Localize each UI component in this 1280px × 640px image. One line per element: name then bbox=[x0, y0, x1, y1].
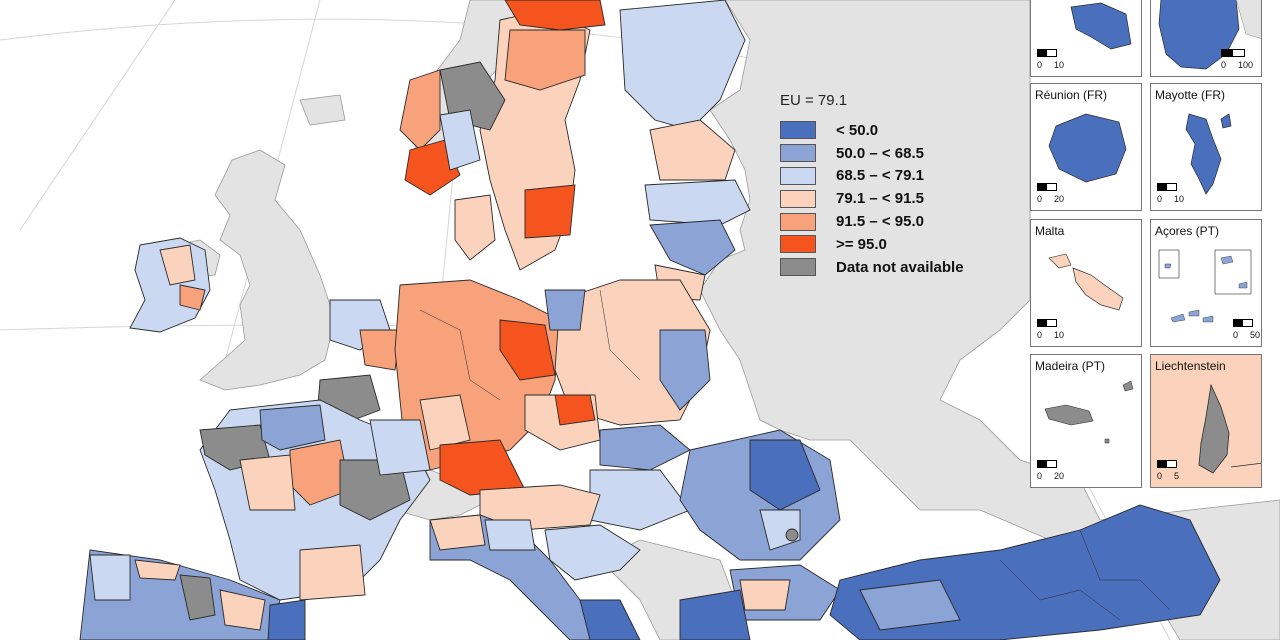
inset-malta: Malta 0 10 bbox=[1030, 219, 1142, 347]
scale-bar: 0 50 bbox=[1233, 319, 1260, 340]
legend-item: 79.1 – < 91.5 bbox=[780, 187, 964, 210]
legend-item: >= 95.0 bbox=[780, 233, 964, 256]
legend-label: >= 95.0 bbox=[836, 235, 887, 253]
legend-label: 50.0 – < 68.5 bbox=[836, 144, 924, 162]
reunion-shape bbox=[1048, 113, 1127, 183]
inset-mayotte: Mayotte (FR) 0 10 bbox=[1150, 83, 1262, 211]
mayotte-shape bbox=[1185, 113, 1232, 195]
legend-swatch bbox=[780, 212, 816, 231]
scale-bar: 0 10 bbox=[1037, 319, 1064, 340]
eu-regions bbox=[79, 0, 1221, 640]
legend-title: EU = 79.1 bbox=[780, 92, 848, 109]
legend-swatch bbox=[780, 144, 816, 163]
inset-guadeloupe: 0 10 bbox=[1030, 0, 1142, 77]
liechtenstein-shape bbox=[1198, 383, 1261, 474]
legend-item: < 50.0 bbox=[780, 119, 964, 142]
legend-swatch bbox=[780, 189, 816, 208]
legend-swatch bbox=[780, 166, 816, 185]
scale-bar: 0 10 bbox=[1037, 49, 1064, 70]
legend-label: 91.5 – < 95.0 bbox=[836, 213, 924, 231]
legend-label: Data not available bbox=[836, 258, 964, 276]
acores-shape bbox=[1158, 249, 1252, 323]
malta-shape bbox=[1048, 253, 1124, 311]
legend-swatch bbox=[780, 235, 816, 254]
legend-item: 68.5 – < 79.1 bbox=[780, 165, 964, 188]
legend-label: < 50.0 bbox=[836, 121, 879, 139]
inset-madeira: Madeira (PT) 0 20 bbox=[1030, 354, 1142, 488]
scale-bar: 0 20 bbox=[1037, 460, 1064, 481]
madeira-shape bbox=[1044, 380, 1134, 444]
inset-title: Madeira (PT) bbox=[1035, 359, 1106, 373]
legend-label: 79.1 – < 91.5 bbox=[836, 190, 924, 208]
guadeloupe-shape bbox=[1070, 2, 1132, 50]
inset-guyane: 0 100 bbox=[1150, 0, 1262, 77]
inset-title: Liechtenstein bbox=[1155, 359, 1226, 373]
inset-title: Malta bbox=[1035, 224, 1065, 238]
scale-bar: 0 10 bbox=[1157, 183, 1184, 204]
region-borders bbox=[419, 289, 1171, 621]
legend-item: 91.5 – < 95.0 bbox=[780, 210, 964, 233]
legend-swatch bbox=[780, 121, 816, 140]
inset-acores: Açores (PT) 0 50 bbox=[1150, 219, 1262, 347]
legend-item: 50.0 – < 68.5 bbox=[780, 142, 964, 165]
legend-label: 68.5 – < 79.1 bbox=[836, 167, 924, 185]
inset-title: Réunion (FR) bbox=[1035, 88, 1108, 102]
map-legend: EU = 79.1 < 50.0 50.0 – < 68.5 68.5 – < 79… bbox=[780, 92, 964, 279]
inset-title: Mayotte (FR) bbox=[1155, 88, 1226, 102]
scale-bar: 0 100 bbox=[1221, 49, 1253, 70]
inset-reunion: Réunion (FR) 0 20 bbox=[1030, 83, 1142, 211]
legend-swatch bbox=[780, 258, 816, 277]
legend-item: Data not available bbox=[780, 256, 964, 279]
scale-bar: 0 20 bbox=[1037, 183, 1064, 204]
inset-title: Açores (PT) bbox=[1155, 224, 1220, 238]
guyane-shape bbox=[1151, 0, 1261, 76]
